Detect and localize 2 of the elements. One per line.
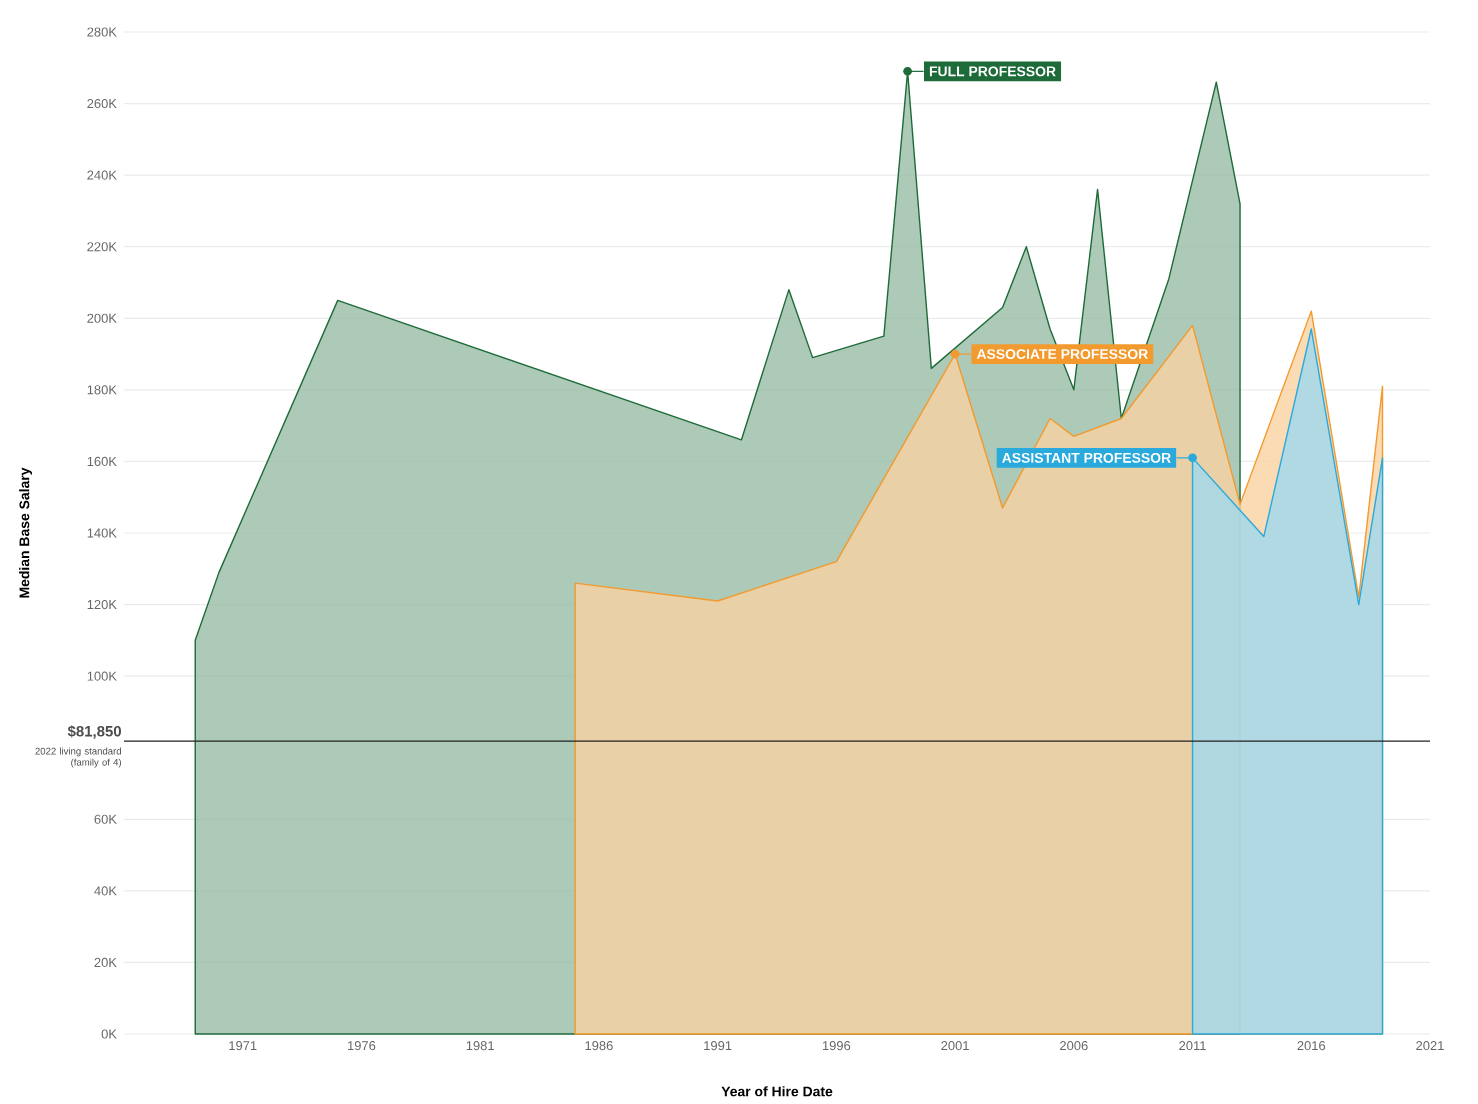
- point: [1188, 453, 1197, 463]
- point: [903, 66, 912, 76]
